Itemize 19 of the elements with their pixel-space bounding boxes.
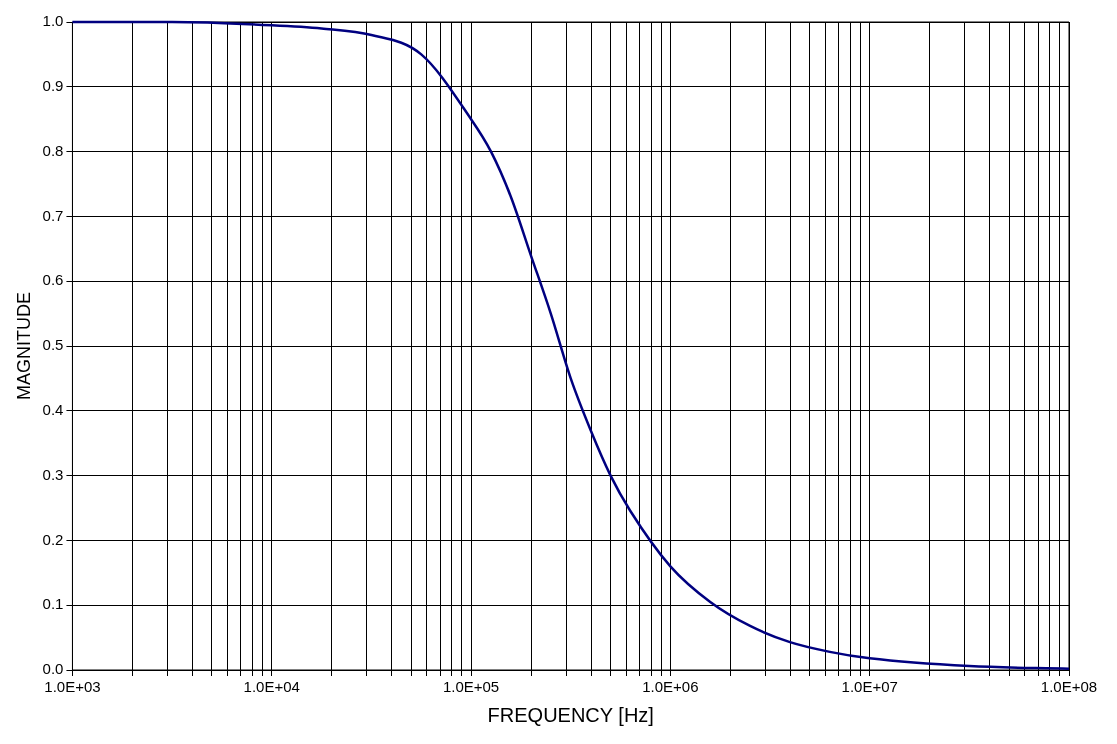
y-tick-label: 0.1 [42,595,64,613]
y-tick-label: 0.8 [42,141,64,159]
x-tick-label: 1.0E+04 [243,678,300,696]
y-tick-label: 0.6 [42,271,64,289]
x-axis-title: FREQUENCY [Hz] [487,703,654,726]
y-tick-label: 0.9 [42,76,64,94]
y-tick-label: 0.4 [42,400,64,418]
y-tick-label: 0.7 [42,206,64,224]
y-tick-label: 1.0 [42,12,64,30]
x-tick-label: 1.0E+08 [1040,678,1098,696]
x-tick-label: 1.0E+06 [642,678,699,696]
y-tick-label: 0.5 [42,336,64,354]
x-tick-label: 1.0E+07 [841,678,898,696]
y-tick-label: 0.2 [42,530,64,548]
x-tick-label: 1.0E+03 [44,678,101,696]
y-tick-label: 0.0 [42,660,64,678]
x-tick-label: 1.0E+05 [442,678,500,696]
y-tick-label: 0.3 [42,465,64,483]
y-axis-title: MAGNITUDE [13,292,34,400]
